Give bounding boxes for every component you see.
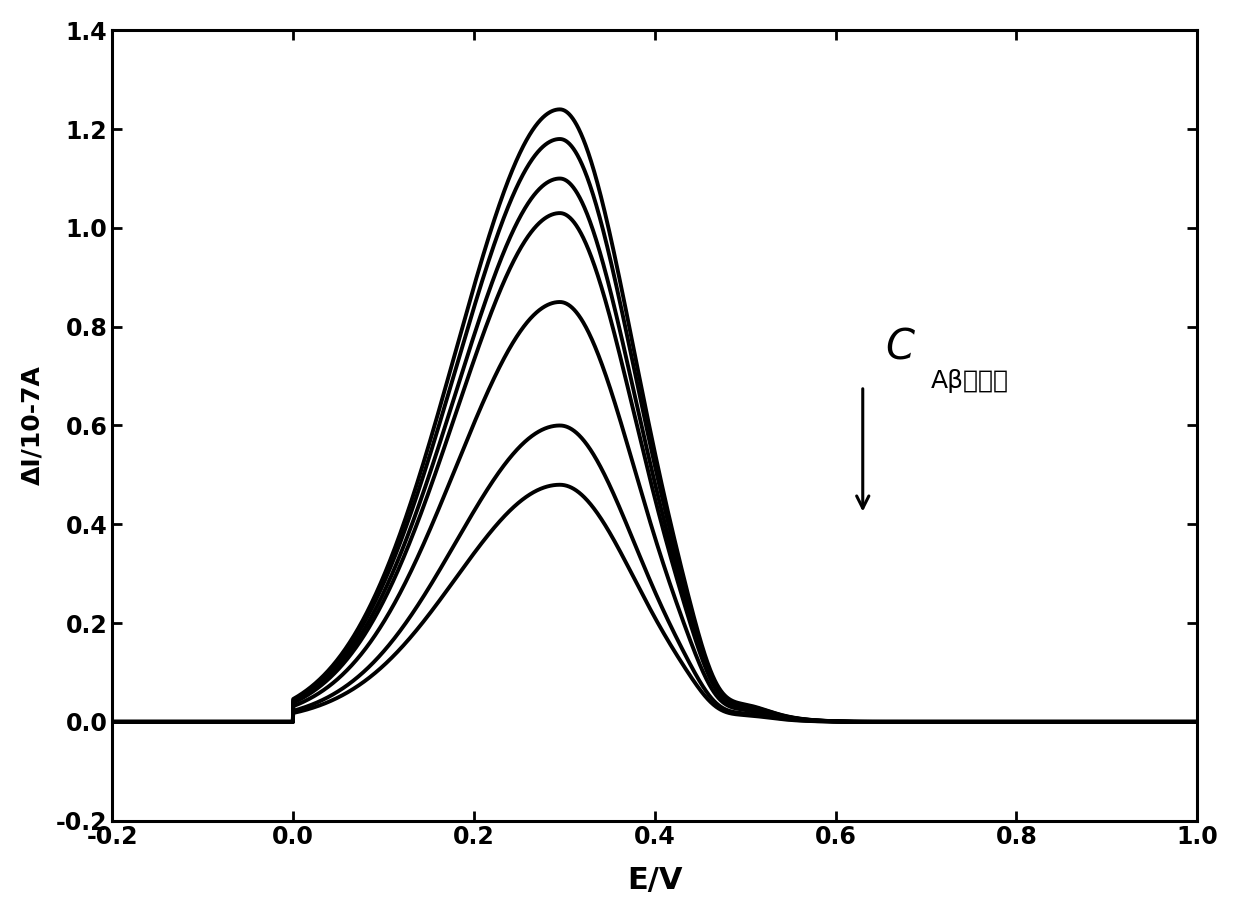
Text: Aβ寡聚体: Aβ寡聚体 [930,369,1009,393]
X-axis label: E/V: E/V [627,867,683,895]
Y-axis label: ΔI/10-7A: ΔI/10-7A [21,365,45,485]
Text: $C$: $C$ [886,325,917,367]
